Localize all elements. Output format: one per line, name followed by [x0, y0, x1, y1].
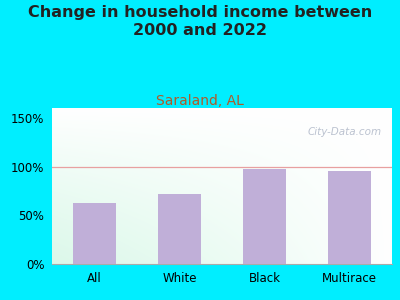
Text: City-Data.com: City-Data.com: [308, 127, 382, 137]
Bar: [73, 202, 116, 264]
Text: Change in household income between
2000 and 2022: Change in household income between 2000 …: [28, 4, 372, 38]
Bar: [243, 169, 286, 264]
Text: Saraland, AL: Saraland, AL: [156, 94, 244, 109]
Bar: [328, 171, 371, 264]
Bar: [158, 194, 201, 264]
